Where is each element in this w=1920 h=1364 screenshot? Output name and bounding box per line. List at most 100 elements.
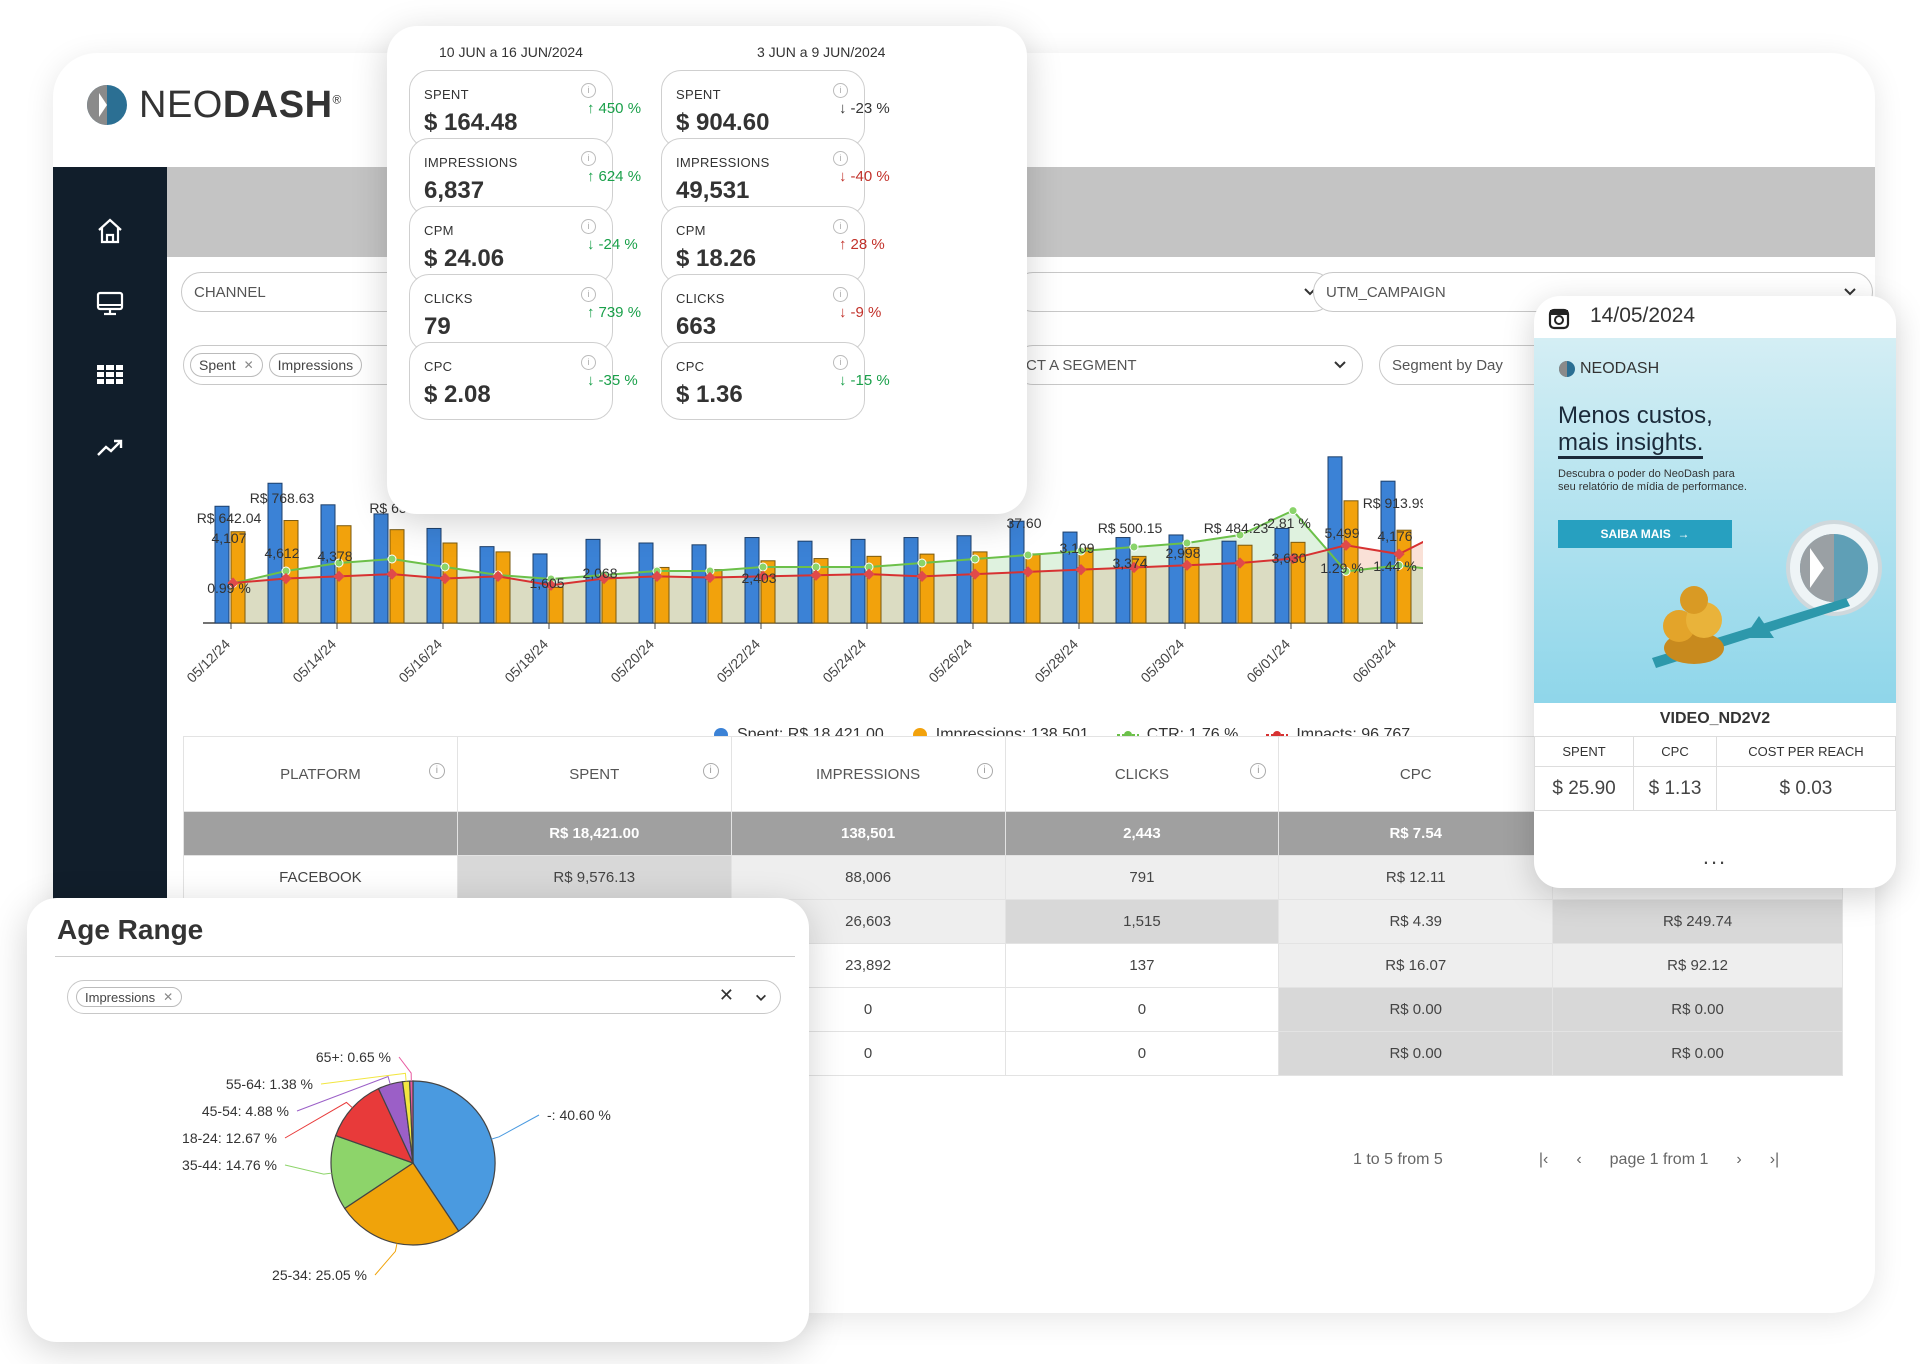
bar-impressions[interactable] [654,566,670,624]
bar-impressions[interactable] [1078,547,1094,624]
x-tick-label: 05/14/24 [289,636,339,686]
bar-impressions[interactable] [707,569,723,624]
previous-delta-clicks: ↓ -9 % [839,304,881,321]
bar-spent[interactable] [850,538,866,624]
column-header-platform[interactable]: PLATFORM i [183,736,458,812]
remove-chip-icon[interactable]: ✕ [243,358,254,372]
bar-spent[interactable] [214,505,230,624]
pie-slice[interactable] [409,1080,414,1164]
bar-spent[interactable] [1062,531,1078,624]
bar-spent[interactable] [691,544,707,624]
bar-impressions[interactable] [548,586,564,624]
info-icon[interactable]: i [833,219,848,234]
x-tick-label: 05/28/24 [1031,636,1081,686]
bar-impressions[interactable] [919,553,935,624]
data-label: R$ 768.63 [250,490,315,506]
bar-spent[interactable] [956,535,972,624]
bar-impressions[interactable] [230,531,246,624]
ad-subtext: Descubra o poder do NeoDash para seu rela… [1558,468,1747,493]
info-icon[interactable]: i [581,83,596,98]
ad-header-cost-per-reach: COST PER REACH [1715,736,1896,767]
bar-spent[interactable] [744,537,760,624]
ad-cta-button[interactable]: SAIBA MAIS → [1558,520,1732,548]
x-tick-label: 05/22/24 [713,636,763,686]
column-header-clicks[interactable]: CLICKS i [1004,736,1280,812]
data-label: R$ 500.15 [1098,520,1163,536]
info-icon[interactable]: i [833,83,848,98]
bar-spent[interactable] [1168,534,1184,624]
arrow-down-icon: ↓ [587,236,595,253]
x-tick-label: 05/18/24 [501,636,551,686]
info-icon[interactable]: i [581,219,596,234]
current-delta-cpc: ↓ -35 % [587,372,638,389]
ad-preview-card: 14/05/2024 NEODASH Menos custos, mais ins… [1534,296,1896,888]
info-icon[interactable]: i [428,763,445,779]
bar-impressions[interactable] [495,551,511,624]
ad-brand: NEODASH [1558,360,1659,378]
bar-impressions[interactable] [601,576,617,624]
pie-leader-line [284,1164,332,1175]
bar-spent[interactable] [1274,527,1290,624]
monitor-icon[interactable] [86,279,134,327]
remove-chip-icon[interactable]: ✕ [163,990,174,1004]
bar-spent[interactable] [373,513,389,624]
bar-spent[interactable] [479,546,495,624]
bar-spent[interactable] [426,527,442,624]
info-icon[interactable]: i [833,151,848,166]
info-icon[interactable]: i [581,287,596,302]
info-icon[interactable]: i [976,763,993,779]
bar-spent[interactable] [1115,537,1131,624]
pie-slice[interactable] [330,1134,415,1210]
bar-impressions[interactable] [1131,555,1147,624]
x-tick-label: 06/01/24 [1243,636,1293,686]
info-icon[interactable]: i [1250,763,1267,779]
chip-spent[interactable]: Spent ✕ [190,353,263,377]
chevron-down-icon[interactable] [754,991,768,1005]
bar-spent[interactable] [903,537,919,624]
more-options-button[interactable]: ... [1702,844,1728,869]
bar-spent[interactable] [797,540,813,624]
arrow-down-icon: ↓ [839,304,847,321]
metric-value: $ 904.60 [676,109,770,136]
metric-value: $ 18.26 [676,245,757,272]
last-page-icon[interactable]: ›| [1769,1151,1780,1168]
logo-mark-icon [1559,361,1575,377]
bar-spent[interactable] [1221,540,1237,624]
segment-select[interactable]: CT A SEGMENT [1013,345,1363,385]
bar-spent[interactable] [1327,456,1343,624]
bar-impressions[interactable] [1237,544,1253,624]
bar-impressions[interactable] [1025,553,1041,624]
info-icon[interactable]: i [581,355,596,370]
chip-impressions[interactable]: Impressions ✕ [76,987,183,1007]
info-icon[interactable]: i [833,287,848,302]
bar-spent[interactable] [267,482,283,624]
chip-impressions[interactable]: Impressions [268,353,363,377]
clear-icon[interactable]: ✕ [718,985,734,1005]
home-icon[interactable] [86,207,134,255]
pie-slice[interactable] [334,1087,415,1165]
trend-icon[interactable] [86,423,134,471]
bar-spent[interactable] [532,553,548,624]
filter-select[interactable] [1013,272,1333,312]
bar-impressions[interactable] [972,551,988,624]
info-icon[interactable]: i [702,763,719,779]
table-cell: 137 [1004,943,1280,988]
x-tick-label: 05/24/24 [819,636,869,686]
bar-spent[interactable] [638,542,654,624]
data-label: 2,403 [741,570,776,586]
column-header-cpc[interactable]: CPC [1278,736,1554,812]
info-icon[interactable]: i [581,151,596,166]
bar-impressions[interactable] [1396,529,1412,624]
bar-impressions[interactable] [1343,500,1359,624]
next-page-icon[interactable]: › [1736,1151,1742,1168]
info-icon[interactable]: i [833,355,848,370]
age-metric-select[interactable]: Impressions ✕ ✕ [67,980,781,1014]
first-page-icon[interactable]: |‹ [1538,1151,1549,1168]
ad-creative-image[interactable]: NEODASH Menos custos, mais insights. Desc… [1534,338,1896,703]
pie-label: 55-64: 1.38 % [226,1076,313,1092]
prev-page-icon[interactable]: ‹ [1576,1151,1582,1168]
ctr-point [1341,566,1351,576]
column-header-impressions[interactable]: IMPRESSIONS i [730,736,1006,812]
column-header-spent[interactable]: SPENT i [456,736,732,812]
grid-icon[interactable] [86,351,134,399]
